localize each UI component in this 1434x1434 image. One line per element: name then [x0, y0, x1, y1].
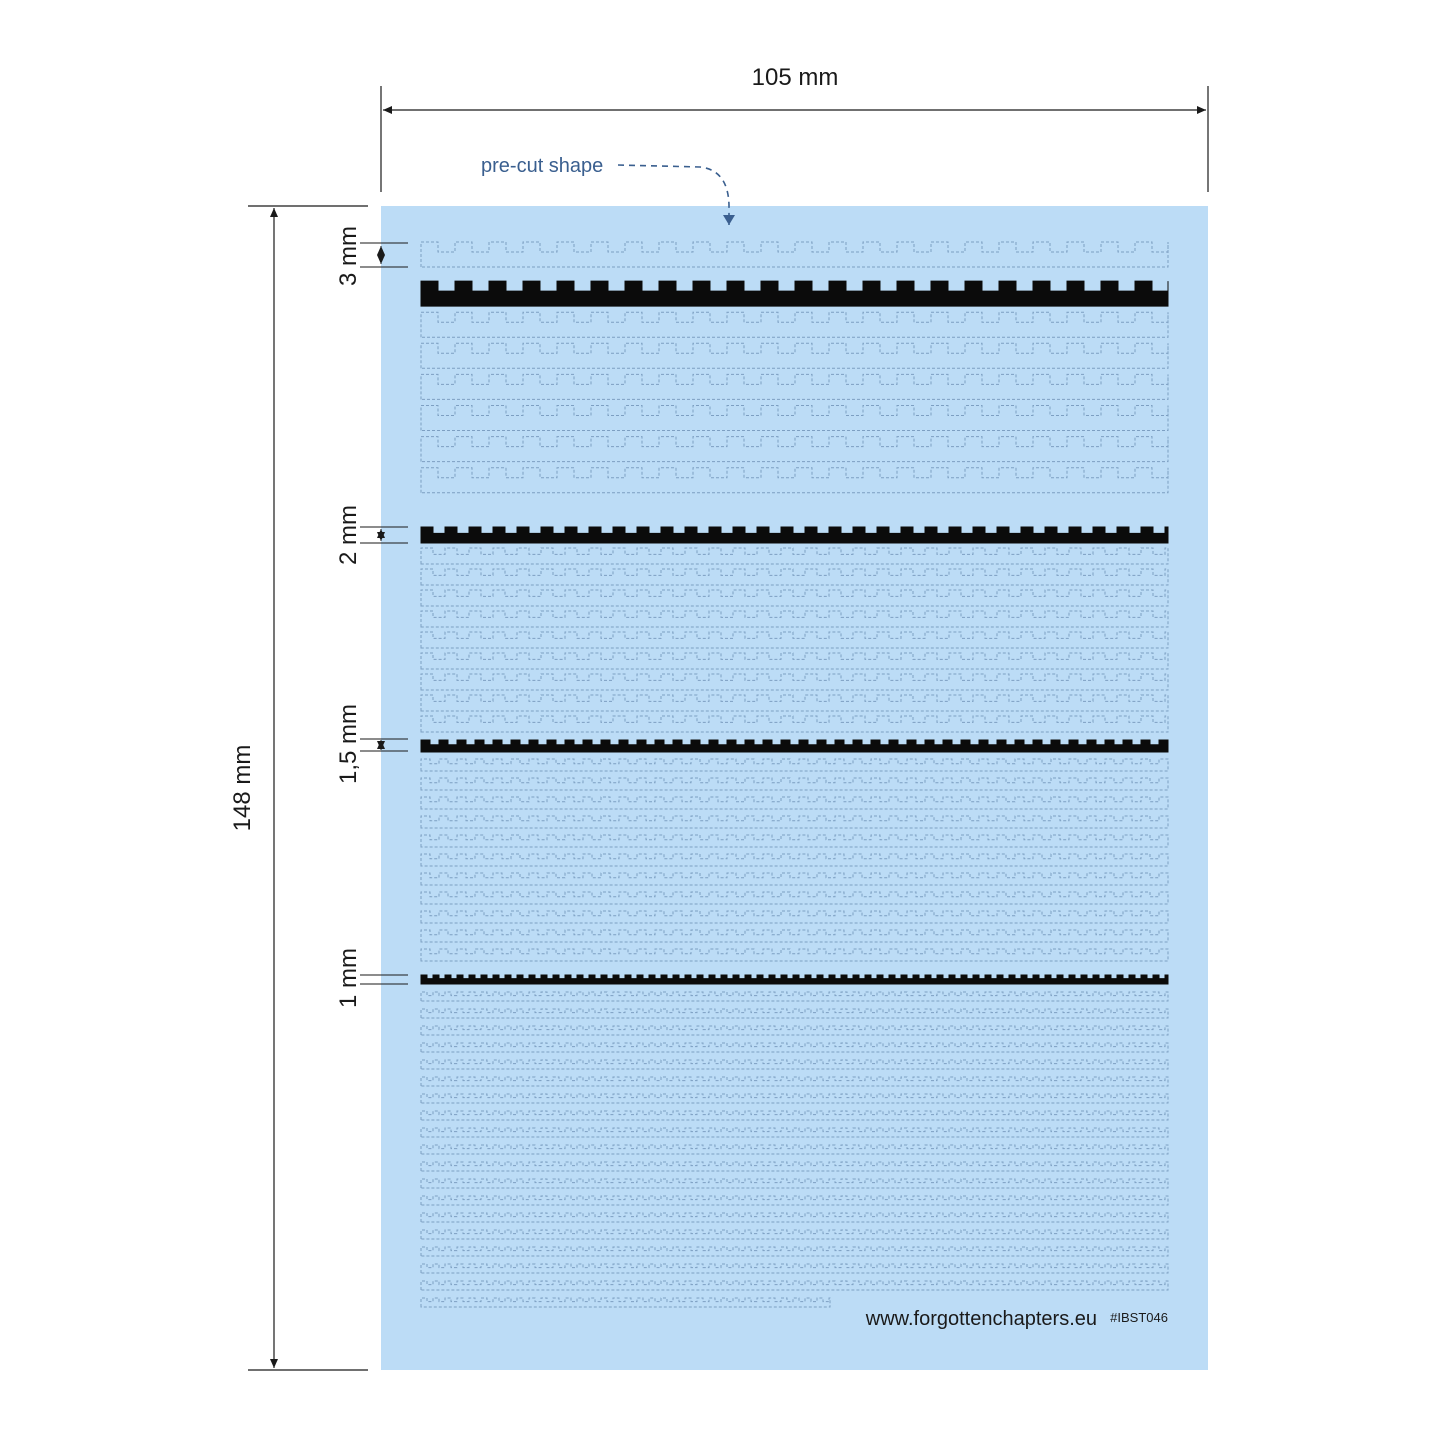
precut-strip: [420, 342, 1169, 369]
precut-callout: pre-cut shape: [481, 155, 735, 225]
solid-strip: [420, 739, 1169, 753]
strip-section-4: [420, 974, 1169, 1308]
precut-strip: [420, 834, 1169, 848]
website-label: www.forgottenchapters.eu: [865, 1308, 1097, 1330]
precut-strip: [420, 436, 1169, 463]
precut-strip: [420, 929, 1169, 943]
section-label-3mm: 3 mm: [335, 226, 362, 286]
precut-strip: [420, 1263, 1169, 1274]
height-dimension: 148 mm: [229, 205, 368, 1371]
precut-strip: [420, 1059, 1169, 1070]
precut-strip: [420, 1297, 831, 1308]
precut-strip: [420, 467, 1169, 494]
precut-strip: [420, 1127, 1169, 1138]
solid-strip: [420, 526, 1169, 544]
strip-section-2: [420, 526, 1169, 733]
precut-strip: [420, 853, 1169, 867]
precut-strip: [420, 1246, 1169, 1257]
precut-strip: [420, 1025, 1169, 1036]
precut-strip: [420, 1093, 1169, 1104]
section-label-1mm: 1 mm: [335, 948, 362, 1008]
precut-strip: [420, 373, 1169, 400]
precut-strip: [420, 1144, 1169, 1155]
width-label: 105 mm: [752, 64, 839, 91]
strip-section-1: [420, 241, 1169, 494]
precut-strip: [420, 1229, 1169, 1240]
precut-strip: [420, 1212, 1169, 1223]
sheet-background: [381, 206, 1208, 1370]
section-dimension-1mm: 1 mm: [335, 948, 408, 1008]
precut-strip: [420, 910, 1169, 924]
width-dimension: 105 mm: [380, 64, 1209, 192]
solid-strip: [420, 974, 1169, 985]
product-code: #IBST046: [1110, 1310, 1168, 1325]
precut-strip: [420, 1008, 1169, 1019]
solid-strip: [420, 280, 1169, 307]
precut-strip: [420, 777, 1169, 791]
section-label-1-5mm: 1,5 mm: [335, 704, 362, 784]
precut-strip: [420, 891, 1169, 905]
section-label-2mm: 2 mm: [335, 505, 362, 565]
precut-strip: [420, 1178, 1169, 1189]
precut-strip: [420, 1161, 1169, 1172]
height-label: 148 mm: [229, 745, 256, 832]
precut-strip: [420, 991, 1169, 1002]
precut-strip: [420, 1042, 1169, 1053]
section-dimension-1-5mm: 1,5 mm: [335, 704, 408, 784]
precut-strip: [420, 796, 1169, 810]
section-dimension-2mm: 2 mm: [335, 505, 408, 565]
precut-strip: [420, 311, 1169, 338]
precut-strip: [420, 1280, 1169, 1291]
section-dimension-3mm: 3 mm: [335, 226, 408, 286]
precut-strip: [420, 241, 1169, 268]
strip-section-3: [420, 739, 1169, 962]
precut-strip: [420, 872, 1169, 886]
precut-strip: [420, 1076, 1169, 1087]
precut-strip: [420, 1110, 1169, 1121]
precut-strip: [420, 758, 1169, 772]
precut-strip: [420, 815, 1169, 829]
callout-label: pre-cut shape: [481, 155, 603, 177]
precut-strip: [420, 948, 1169, 962]
precut-strip: [420, 405, 1169, 431]
precut-strip: [420, 1195, 1169, 1206]
strip-groups: [420, 241, 1169, 1308]
